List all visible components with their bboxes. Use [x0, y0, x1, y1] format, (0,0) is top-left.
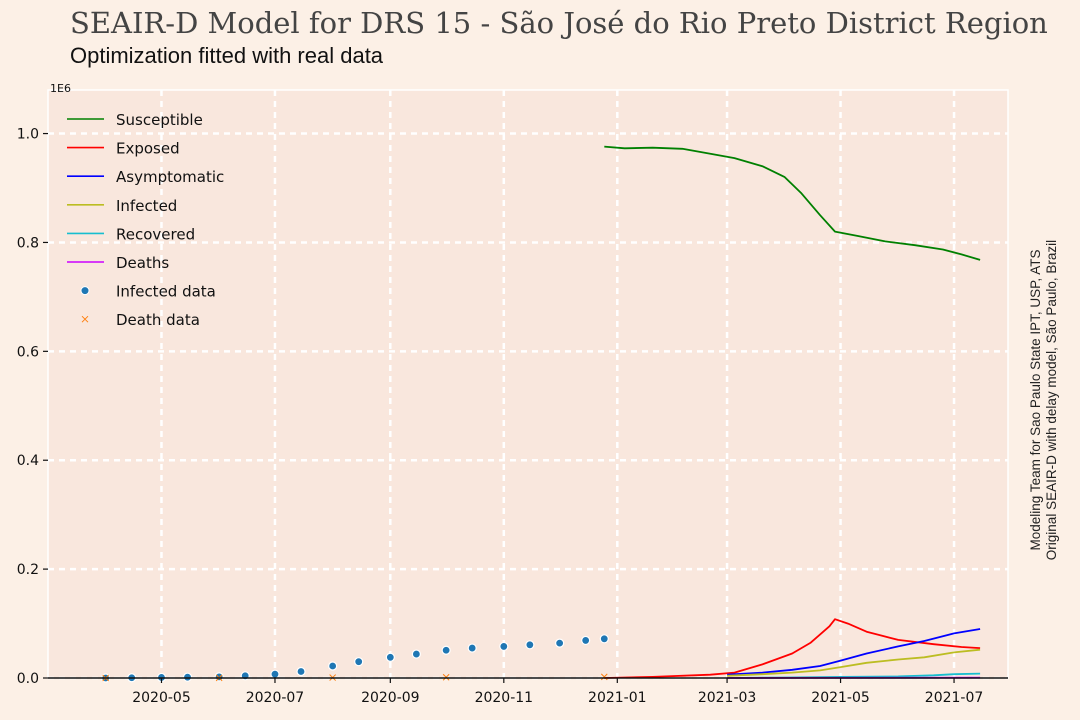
- point-infected-data: [525, 640, 535, 650]
- x-tick-label: 2021-05: [811, 690, 870, 706]
- point-infected-data: [296, 666, 306, 677]
- point-infected-data: [599, 634, 609, 644]
- y-tick-label: 0.8: [17, 235, 39, 251]
- x-tick-label: 2020-09: [361, 690, 420, 706]
- legend-item-deaths: Deaths: [67, 254, 169, 272]
- legend-label: Susceptible: [116, 111, 203, 129]
- point-infected-data: [385, 652, 395, 662]
- point-infected-data: [354, 657, 364, 667]
- point-infected-data: [214, 672, 224, 682]
- x-tick-label: 2020-07: [246, 690, 305, 706]
- legend-label: Deaths: [116, 254, 169, 272]
- series-line-exposed: [604, 618, 981, 679]
- x-marker-stroke: [600, 673, 608, 681]
- point-death-data: [600, 673, 608, 681]
- axis-layer: 2020-05 2020-07 2020-09 2020-11 2021-01 2021-…: [17, 127, 1008, 706]
- y-tick-label: 0.4: [17, 453, 39, 469]
- plot-area: [47, 89, 1009, 679]
- x-marker-stroke: [442, 673, 450, 681]
- legend-item-infected-data: Infected data: [80, 283, 216, 301]
- point-infected-data: [441, 645, 451, 655]
- x-tick-label: 2021-03: [698, 690, 757, 706]
- y-scale-label: 1E6: [50, 82, 71, 95]
- chart-subtitle: Optimization fitted with real data: [70, 43, 384, 68]
- legend-item-infected: Infected: [67, 197, 177, 215]
- legend-item-recovered: Recovered: [67, 225, 195, 243]
- legend: Susceptible Exposed Asymptomatic Infected Re…: [67, 111, 224, 329]
- x-tick-label: 2020-05: [132, 690, 191, 706]
- legend-label: Infected data: [116, 283, 216, 301]
- legend-label: Asymptomatic: [116, 168, 224, 186]
- y-tick-label: 0.6: [17, 344, 39, 360]
- point-infected-data: [411, 649, 421, 659]
- legend-swatch: [81, 315, 89, 323]
- legend-swatch: [80, 286, 90, 296]
- x-tick-label: 2021-01: [588, 690, 647, 706]
- point-infected-data: [328, 661, 338, 671]
- legend-item-asymptomatic: Asymptomatic: [67, 168, 224, 186]
- point-infected-data: [499, 641, 509, 652]
- legend-label: Infected: [116, 197, 177, 215]
- x-tick-label: 2020-11: [475, 690, 534, 706]
- legend-item-exposed: Exposed: [67, 140, 180, 158]
- point-death-data: [442, 673, 450, 681]
- point-infected-data: [270, 669, 280, 679]
- legend-label: Death data: [116, 311, 200, 329]
- point-infected-data: [581, 635, 591, 646]
- series-line-susceptible: [604, 145, 981, 261]
- point-infected-data: [467, 643, 477, 653]
- legend-item-susceptible: Susceptible: [67, 111, 203, 129]
- y-tick-label: 0.0: [17, 671, 39, 687]
- series-line-asymptomatic: [727, 628, 981, 676]
- x-tick-label: 2021-07: [925, 690, 984, 706]
- y-tick-label: 1.0: [17, 127, 39, 143]
- legend-label: Recovered: [116, 225, 195, 243]
- legend-label: Exposed: [116, 140, 180, 158]
- series-line-infected: [727, 648, 981, 677]
- chart-title: SEAIR-D Model for DRS 15 - São José do R…: [70, 6, 1048, 40]
- legend-item-death-data: Death data: [81, 311, 200, 329]
- point-infected-data: [182, 672, 193, 682]
- point-infected-data: [555, 638, 565, 648]
- y-tick-label: 0.2: [17, 562, 39, 578]
